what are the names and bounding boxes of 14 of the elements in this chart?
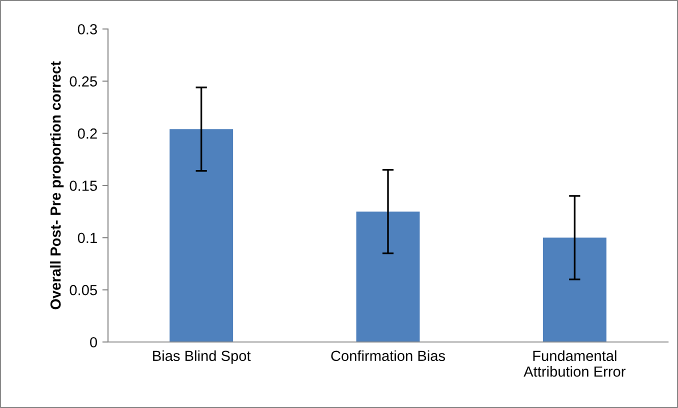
bar — [356, 212, 420, 342]
x-tick-label: Confirmation Bias — [331, 350, 446, 362]
y-tick-label: 0 — [90, 337, 98, 348]
y-tick-label: 0.2 — [78, 128, 97, 139]
bar — [542, 238, 606, 342]
y-tick-label: 0.1 — [78, 232, 97, 244]
y-tick-label: 0.15 — [70, 180, 97, 191]
y-tick-label: 0.3 — [78, 24, 97, 34]
bar — [170, 129, 234, 342]
x-tick-label: Bias Blind Spot — [153, 350, 251, 364]
y-axis-title: Overall Post- Pre proportion correct — [50, 61, 64, 310]
x-tick-label: Fundamental Attribution Error — [524, 350, 626, 377]
y-tick-label: 0.05 — [70, 284, 97, 296]
y-tick-label: 0.25 — [70, 76, 97, 87]
